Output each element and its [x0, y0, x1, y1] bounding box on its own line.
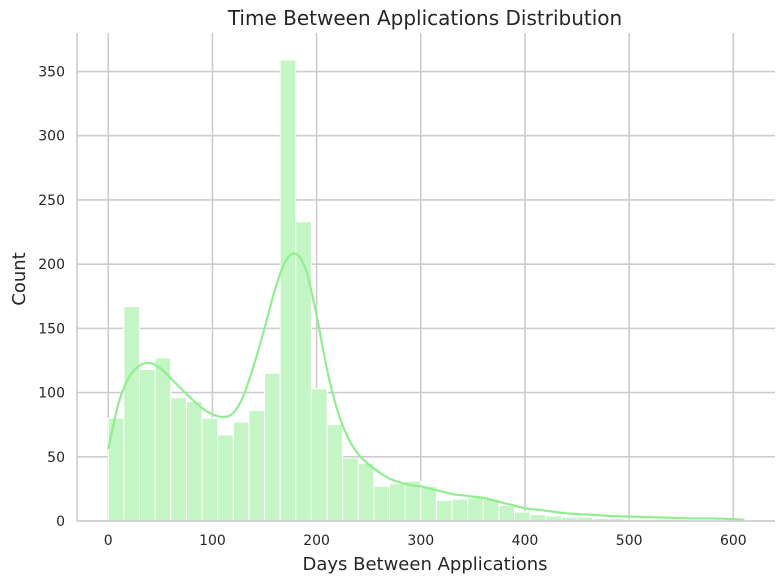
y-tick-label: 200 — [38, 257, 65, 273]
histogram-bar — [420, 485, 437, 522]
histogram-bar — [482, 498, 500, 522]
histogram-bar — [357, 462, 375, 522]
histogram-bar — [310, 388, 328, 522]
histogram-bar — [498, 505, 516, 522]
x-tick-label: 400 — [512, 533, 539, 549]
histogram-bar — [139, 368, 156, 522]
histogram-bar — [170, 397, 187, 522]
x-tick-label: 500 — [616, 533, 643, 549]
histogram-bar — [342, 457, 359, 522]
histogram-bar — [123, 306, 141, 522]
y-tick-label: 350 — [38, 65, 65, 81]
x-tick-labels: 0 100 200 300 400 500 600 — [104, 533, 747, 549]
histogram-bars — [107, 59, 750, 522]
histogram-bar — [435, 499, 453, 522]
kde-curve-group — [107, 252, 744, 521]
histogram-bar — [217, 434, 234, 522]
y-tick-label: 100 — [38, 386, 65, 402]
y-tick-label: 300 — [38, 129, 65, 145]
histogram-bar — [326, 424, 344, 522]
chart-title: Time Between Applications Distribution — [227, 6, 622, 30]
y-tick-label: 50 — [47, 450, 65, 466]
x-tick-label: 100 — [199, 533, 226, 549]
y-tick-label: 0 — [56, 514, 65, 530]
histogram-bar — [154, 357, 172, 522]
histogram-bar — [404, 480, 422, 522]
histogram-bar — [232, 421, 250, 522]
histogram-bar — [451, 498, 469, 522]
histogram-bar — [264, 372, 281, 522]
y-tick-label: 150 — [38, 321, 65, 337]
y-tick-labels: 0 50 100 150 200 250 300 350 — [38, 65, 65, 530]
histogram-bar — [279, 59, 297, 522]
histogram-bar — [467, 497, 484, 522]
y-tick-label: 250 — [38, 193, 65, 209]
histogram-bar — [373, 485, 391, 522]
x-tick-label: 300 — [407, 533, 434, 549]
x-axis-label: Days Between Applications — [302, 554, 547, 575]
histogram-bar — [529, 514, 547, 522]
x-tick-label: 200 — [303, 533, 330, 549]
x-tick-label: 0 — [104, 533, 113, 549]
y-axis-label: Count — [9, 252, 30, 305]
grid-lines — [77, 33, 775, 522]
axes — [76, 33, 775, 522]
histogram-bar — [514, 511, 531, 522]
histogram-bar — [248, 410, 266, 522]
histogram-bar — [389, 483, 406, 522]
histogram-bar — [185, 401, 203, 522]
kde-curve — [107, 252, 744, 521]
histogram-bar — [201, 417, 219, 522]
x-tick-label: 600 — [720, 533, 747, 549]
